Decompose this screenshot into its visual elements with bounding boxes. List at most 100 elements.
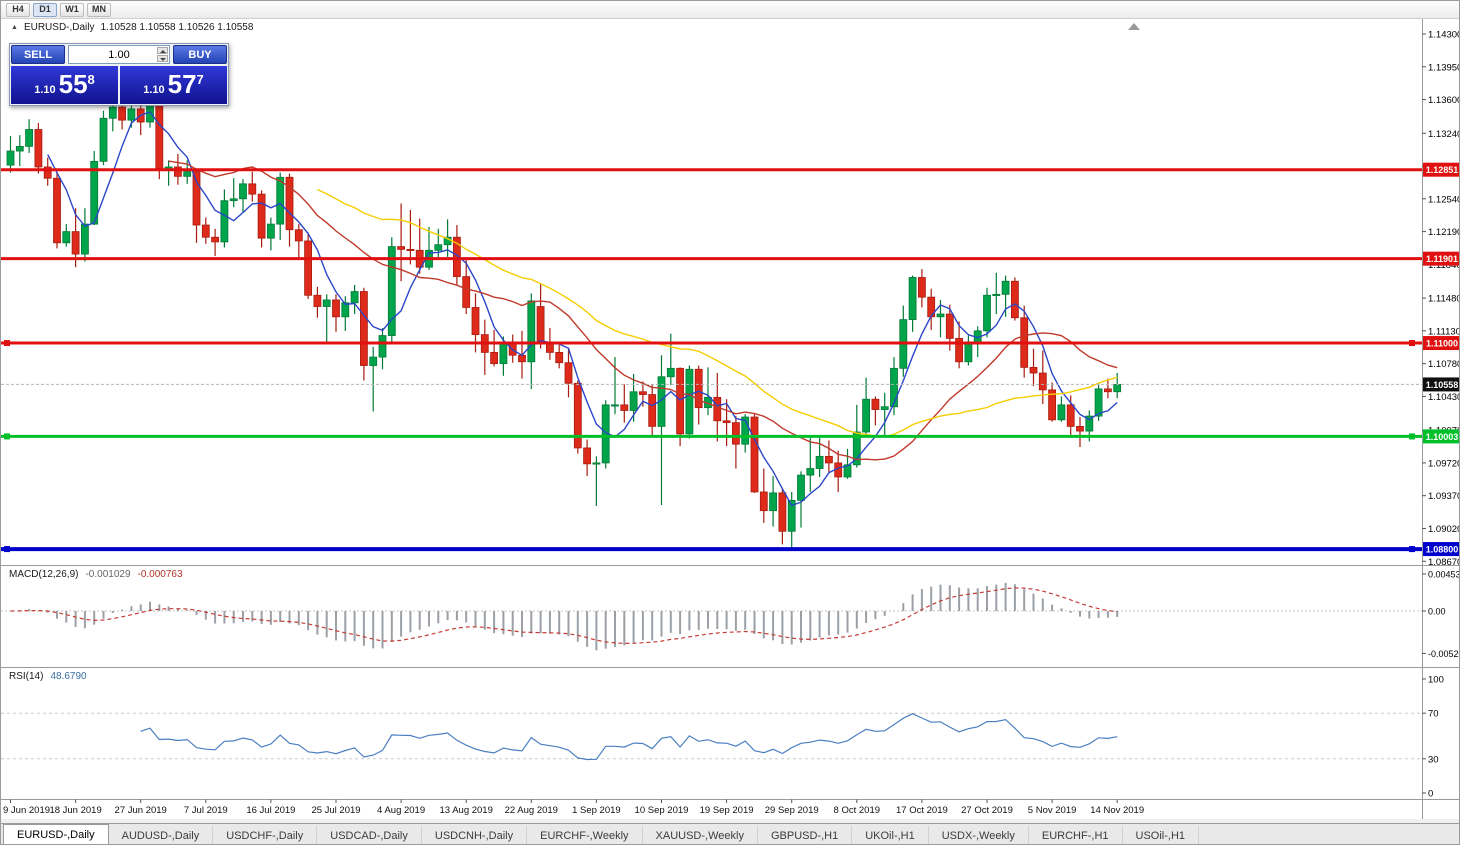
time-axis[interactable]: 9 Jun 2019 18 Jun 2019 27 Jun 2019 7 Jul 20… [3,799,1144,817]
one-click-trading-panel: SELL 1.00 BUY 1.10 55 8 1.10 57 7 [9,43,229,106]
tab-usoil-h1[interactable]: USOil-,H1 [1123,826,1200,844]
rsi-label: RSI(14) 48.6790 [9,671,87,682]
tab-usdx-weekly[interactable]: USDX-,Weekly [929,826,1029,844]
time-axis-label: 19 Sep 2019 [700,805,754,816]
rsi-axis-label: 70 [1428,709,1439,720]
rsi-axis[interactable]: 100 70 30 0 [1422,675,1444,800]
candle-body [71,231,80,255]
price-level-badge: 1.12851 [1423,162,1459,177]
candle-body [81,223,89,255]
candle-body [471,307,480,336]
time-axis-label: 18 Jun 2019 [49,805,101,816]
candle-body [1048,389,1056,421]
price-axis-label: 1.13600 [1428,95,1460,106]
candle-body [573,382,582,449]
timeframe-button-w1[interactable]: W1 [60,2,84,17]
candle-body [741,416,750,445]
candle-body [620,404,629,411]
tab-usdchf-daily[interactable]: USDCHF-,Daily [213,826,318,844]
timeframe-button-d1[interactable]: D1 [33,2,57,17]
line-handle[interactable] [4,546,10,553]
line-handle[interactable] [1409,433,1415,440]
candle-body [555,352,564,364]
volume-value[interactable]: 1.00 [108,48,130,61]
buy-price-prefix: 1.10 [143,84,165,96]
candle-body [750,416,759,493]
candle-body [99,117,108,162]
volume-field[interactable]: 1.00 [68,45,170,64]
sell-price-prefix: 1.10 [34,84,56,96]
horizontal-line[interactable] [1,546,1422,553]
candle-body [499,342,508,365]
candle-body [611,404,619,407]
candle-body [527,300,536,363]
macd-histogram [18,582,1119,651]
tab-usdcad-daily[interactable]: USDCAD-,Daily [317,826,422,844]
candle-body [769,492,777,512]
svg-text:1.11901: 1.11901 [1426,254,1458,264]
candle-body [806,468,815,476]
sell-price-pipette: 8 [87,72,95,87]
macd-axis[interactable]: 0.004536 0.00 -0.00520 [1422,569,1460,659]
price-level-badge: 1.10003 [1423,429,1459,444]
candle-body [201,224,210,238]
tab-xauusd-weekly[interactable]: XAUUSD-,Weekly [643,826,758,844]
tab-eurchf-h1[interactable]: EURCHF-,H1 [1029,826,1123,844]
timeframe-button-h4[interactable]: H4 [6,2,30,17]
macd-name: MACD(12,26,9) [9,569,79,580]
rsi-line [140,713,1118,761]
chart-shift-marker[interactable] [1128,23,1140,30]
tab-eurusd-daily[interactable]: EURUSD-,Daily [3,824,109,844]
volume-increase-icon[interactable] [157,47,168,54]
price-axis-label: 1.12540 [1428,194,1460,205]
svg-text:1.12851: 1.12851 [1426,165,1459,175]
time-axis-label: 8 Oct 2019 [834,805,880,816]
candle-body [862,398,870,433]
price-axis-label: 1.13950 [1428,62,1460,73]
candle-body [1066,404,1075,427]
line-handle[interactable] [1409,340,1415,347]
buy-price-display: 1.10 57 7 [120,66,227,104]
line-handle[interactable] [4,340,10,347]
horizontal-line[interactable] [1,433,1422,440]
candle-body [1076,425,1084,432]
time-axis-label: 29 Sep 2019 [765,805,819,816]
candle-body [266,223,275,239]
line-handle[interactable] [1409,546,1415,553]
time-axis-label: 7 Jul 2019 [184,805,228,816]
candle-body [992,293,1001,296]
moving-average-5 [47,111,1118,507]
time-axis-label: 22 Aug 2019 [505,805,558,816]
timeframe-button-mn[interactable]: MN [87,2,111,17]
candle-body [964,342,973,363]
sell-button[interactable]: SELL [11,45,65,64]
tab-eurchf-weekly[interactable]: EURCHF-,Weekly [527,826,643,844]
volume-decrease-icon[interactable] [157,55,168,62]
candle-body [53,177,61,244]
macd-axis-label: 0.00 [1428,607,1446,617]
candle-body [239,183,247,200]
candle-body [434,244,443,251]
macd-axis-label: 0.004536 [1428,569,1460,579]
candle-body [778,492,787,532]
svg-text:1.10558: 1.10558 [1426,380,1459,390]
buy-button[interactable]: BUY [173,45,227,64]
tab-usdcnh-daily[interactable]: USDCNH-,Daily [422,826,528,844]
time-axis-label: 27 Oct 2019 [961,805,1013,816]
macd-main-value: -0.001029 [85,569,131,580]
candle-body [797,474,805,501]
candle-body [592,462,601,465]
candle-body [34,129,43,168]
sell-price-display[interactable]: 1.10 55 8 [11,66,118,104]
tab-gbpusd-h1[interactable]: GBPUSD-,H1 [758,826,853,844]
time-axis-label: 1 Sep 2019 [572,805,621,816]
tab-audusd-daily[interactable]: AUDUSD-,Daily [109,826,214,844]
moving-average-18 [168,160,1118,461]
rsi-value: 48.6790 [50,671,87,682]
line-handle[interactable] [4,433,10,440]
horizontal-line[interactable] [1,340,1422,347]
candle-body [639,391,647,395]
candle-body [722,420,731,424]
tab-ukoil-h1[interactable]: UKOil-,H1 [852,826,929,844]
